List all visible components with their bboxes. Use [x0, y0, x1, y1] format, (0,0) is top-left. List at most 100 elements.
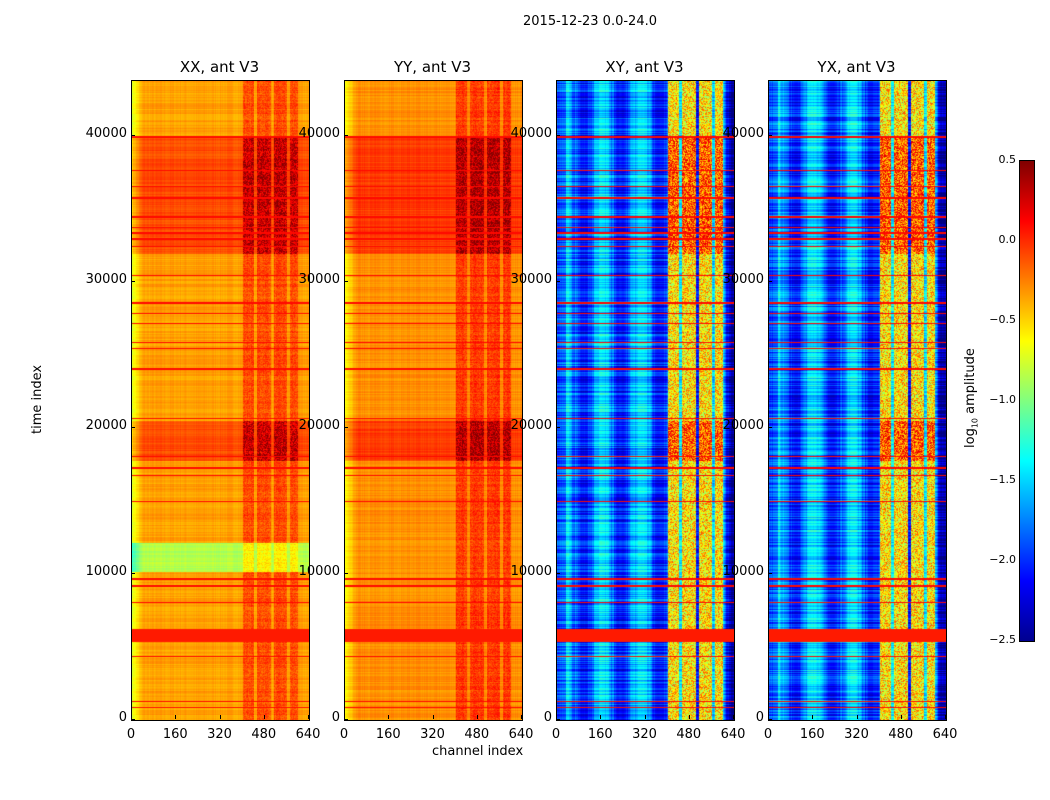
x-tick-label: 0	[763, 727, 773, 742]
x-tick-mark	[388, 715, 390, 719]
y-tick-mark	[344, 427, 348, 429]
y-tick-mark	[131, 427, 135, 429]
heatmap-panel-2	[556, 80, 735, 721]
y-tick-label: 40000	[722, 126, 764, 142]
x-tick-mark	[308, 715, 309, 719]
x-tick-label: 160	[799, 727, 825, 742]
x-tick-label: 160	[587, 727, 613, 742]
x-axis-label: channel index	[432, 744, 524, 759]
x-tick-label: 640	[295, 727, 321, 742]
heatmap-panel-0	[131, 80, 310, 721]
y-tick-label: 30000	[722, 272, 764, 288]
y-tick-label: 30000	[85, 272, 127, 288]
y-tick-mark	[768, 427, 772, 429]
x-tick-label: 640	[508, 727, 534, 742]
x-tick-mark	[945, 715, 946, 719]
colorbar-tick-label: 0.5	[998, 153, 1017, 166]
panel-title-2: XY, ant V3	[605, 58, 684, 76]
x-tick-mark	[900, 715, 902, 719]
y-tick-mark	[768, 719, 772, 720]
x-tick-mark	[344, 715, 345, 719]
x-tick-label: 480	[888, 727, 914, 742]
x-tick-mark	[175, 715, 177, 719]
y-tick-mark	[768, 135, 772, 137]
y-tick-label: 30000	[510, 272, 552, 288]
y-tick-mark	[556, 719, 560, 720]
y-tick-label: 40000	[510, 126, 552, 142]
y-tick-label: 10000	[510, 564, 552, 580]
colorbar-tick-label: −1.5	[989, 473, 1016, 486]
x-tick-mark	[768, 715, 769, 719]
x-tick-label: 640	[720, 727, 746, 742]
heatmap-image	[345, 81, 522, 720]
heatmap-image	[132, 81, 309, 720]
y-tick-label: 10000	[298, 564, 340, 580]
x-tick-label: 160	[162, 727, 188, 742]
x-tick-mark	[600, 715, 602, 719]
y-tick-mark	[556, 427, 560, 429]
x-tick-mark	[733, 715, 734, 719]
y-tick-mark	[131, 719, 135, 720]
y-tick-label: 20000	[510, 418, 552, 434]
heatmap-image	[557, 81, 734, 720]
y-tick-label: 10000	[722, 564, 764, 580]
y-tick-label: 10000	[85, 564, 127, 580]
x-tick-mark	[432, 715, 434, 719]
x-tick-label: 320	[632, 727, 657, 742]
x-tick-label: 0	[551, 727, 561, 742]
y-tick-label: 40000	[85, 126, 127, 142]
x-tick-mark	[556, 715, 557, 719]
x-tick-label: 320	[207, 727, 232, 742]
y-tick-label: 40000	[298, 126, 340, 142]
y-tick-label: 0	[755, 710, 764, 725]
x-tick-mark	[521, 715, 522, 719]
x-tick-label: 480	[676, 727, 702, 742]
colorbar-tick-label: −0.5	[989, 313, 1016, 326]
x-tick-label: 160	[375, 727, 401, 742]
colorbar-tick-label: −1.0	[989, 393, 1016, 406]
colorbar-tick-label: 0.0	[998, 233, 1017, 246]
x-tick-label: 320	[844, 727, 869, 742]
y-tick-mark	[768, 573, 772, 575]
x-tick-mark	[476, 715, 478, 719]
x-tick-mark	[688, 715, 690, 719]
y-tick-mark	[131, 281, 135, 283]
heatmap-panel-3	[768, 80, 947, 721]
y-tick-label: 20000	[722, 418, 764, 434]
x-tick-mark	[644, 715, 646, 719]
y-tick-label: 20000	[85, 418, 127, 434]
figure-title: 2015-12-23 0.0-24.0	[523, 14, 657, 29]
x-tick-mark	[131, 715, 132, 719]
x-tick-label: 0	[126, 727, 136, 742]
y-tick-label: 0	[118, 710, 127, 725]
y-tick-mark	[344, 281, 348, 283]
heatmap-image	[769, 81, 946, 720]
heatmap-panel-1	[344, 80, 523, 721]
x-tick-label: 480	[464, 727, 490, 742]
y-tick-mark	[556, 573, 560, 575]
colorbar	[1019, 160, 1035, 642]
y-tick-label: 0	[331, 710, 340, 725]
y-tick-label: 30000	[298, 272, 340, 288]
y-tick-mark	[344, 573, 348, 575]
x-tick-mark	[219, 715, 221, 719]
y-tick-label: 20000	[298, 418, 340, 434]
panel-title-3: YX, ant V3	[817, 58, 896, 76]
x-tick-label: 640	[932, 727, 958, 742]
y-tick-mark	[131, 135, 135, 137]
y-tick-mark	[556, 281, 560, 283]
colorbar-label: log10 amplitude	[963, 348, 980, 448]
x-tick-mark	[263, 715, 265, 719]
y-tick-mark	[344, 719, 348, 720]
x-tick-label: 480	[251, 727, 277, 742]
colorbar-tick-label: −2.5	[989, 633, 1016, 646]
colorbar-tick-label: −2.0	[989, 553, 1016, 566]
y-tick-mark	[768, 281, 772, 283]
x-tick-label: 0	[339, 727, 349, 742]
panel-title-1: YY, ant V3	[393, 58, 471, 76]
y-tick-mark	[556, 135, 560, 137]
x-tick-mark	[812, 715, 814, 719]
panel-title-0: XX, ant V3	[179, 58, 260, 76]
x-tick-label: 320	[420, 727, 445, 742]
